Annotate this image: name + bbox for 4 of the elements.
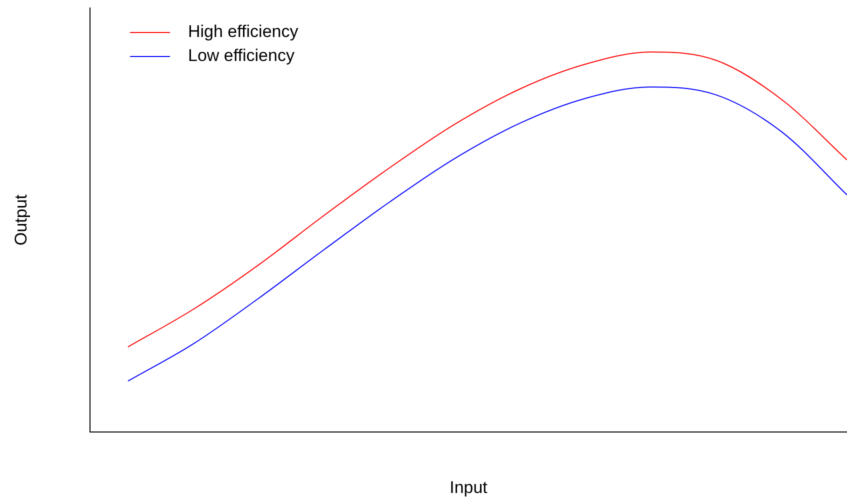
y-axis-title: Output [12, 194, 32, 246]
legend-label: Low efficiency [188, 46, 294, 66]
x-axis-title: Input [448, 478, 488, 498]
legend-label: High efficiency [188, 22, 298, 42]
